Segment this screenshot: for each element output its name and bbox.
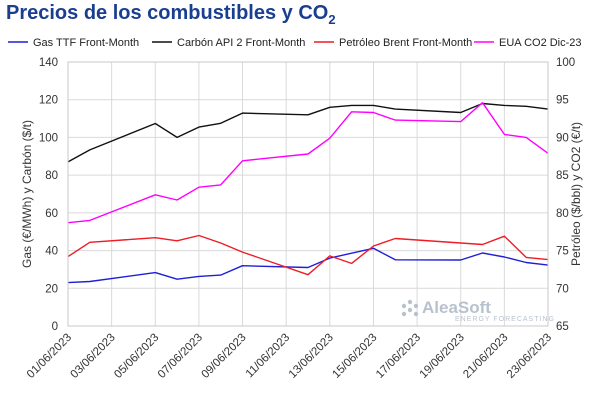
- plot-area-border: [67, 61, 549, 327]
- x-tick-label: 03/06/2023: [69, 332, 118, 381]
- x-tick-label: 17/06/2023: [374, 332, 423, 381]
- y-right-tick-label: 100: [556, 57, 575, 69]
- y-axis-right-label: Petróleo ($/bbl) y CO2 (€/t): [569, 122, 583, 266]
- y-right-tick-label: 95: [556, 95, 569, 107]
- legend-label: EUA CO2 Dic-23: [499, 37, 582, 49]
- x-tick-label: 19/06/2023: [418, 332, 467, 381]
- aleasoft-logo-icon: [401, 299, 419, 317]
- x-tick-label: 15/06/2023: [330, 332, 379, 381]
- y-left-tick-label: 40: [45, 246, 58, 258]
- x-tick-label: 09/06/2023: [199, 332, 248, 381]
- y-right-tick-label: 75: [556, 246, 569, 258]
- legend: Gas TTF Front-Month Carbón API 2 Front-Mo…: [8, 37, 582, 49]
- x-tick-label: 13/06/2023: [287, 332, 336, 381]
- y-left-tick-label: 0: [52, 321, 58, 333]
- y-right-tick-label: 85: [556, 170, 569, 182]
- y-left-tick-label: 100: [39, 132, 58, 144]
- legend-label: Gas TTF Front-Month: [33, 37, 139, 49]
- watermark-tagline: ENERGY FORECASTING: [455, 316, 555, 323]
- y-right-tick-label: 65: [556, 321, 569, 333]
- y-left-tick-label: 140: [39, 57, 58, 69]
- x-tick-label: 23/06/2023: [505, 332, 554, 381]
- y-left-tick-label: 80: [45, 170, 58, 182]
- series-line-gas-ttf-front-month: [67, 247, 549, 284]
- watermark-name: AleaSoft: [422, 298, 491, 317]
- y-left-tick-label: 60: [45, 208, 58, 220]
- x-tick-label: 21/06/2023: [461, 332, 510, 381]
- y-right-tick-label: 70: [556, 283, 569, 295]
- chart-title-main: Precios de los combustibles y CO: [6, 2, 329, 24]
- legend-label: Petróleo Brent Front-Month: [339, 37, 472, 49]
- watermark: AleaSoft ENERGY FORECASTING: [401, 298, 555, 323]
- x-tick-label: 07/06/2023: [156, 332, 205, 381]
- x-tick-label: 05/06/2023: [112, 332, 161, 381]
- chart-title: Precios de los combustibles y CO2: [6, 2, 336, 27]
- y-axis-left-label: Gas (€/MWh) y Carbón ($/t): [20, 120, 34, 268]
- series-lines: [67, 101, 549, 284]
- axes: 0 20 40 60 80 100 120 140 65 70 75 80 85 90 95 100 01/06…: [25, 57, 575, 381]
- series-line-eua-co2-dic-23: [67, 101, 549, 224]
- x-tick-label: 01/06/2023: [25, 332, 74, 381]
- series-line-petroleo-brent-front-month: [67, 234, 549, 276]
- y-left-tick-label: 120: [39, 95, 58, 107]
- y-right-tick-label: 80: [556, 208, 569, 220]
- x-tick-label: 11/06/2023: [244, 332, 293, 381]
- y-left-tick-label: 20: [45, 283, 58, 295]
- series-line-carbon-api-2-front-month: [67, 102, 549, 163]
- legend-label: Carbón API 2 Front-Month: [177, 37, 305, 49]
- y-right-tick-label: 90: [556, 132, 569, 144]
- grid-lines: [67, 61, 549, 327]
- chart-title-subscript: 2: [328, 12, 336, 27]
